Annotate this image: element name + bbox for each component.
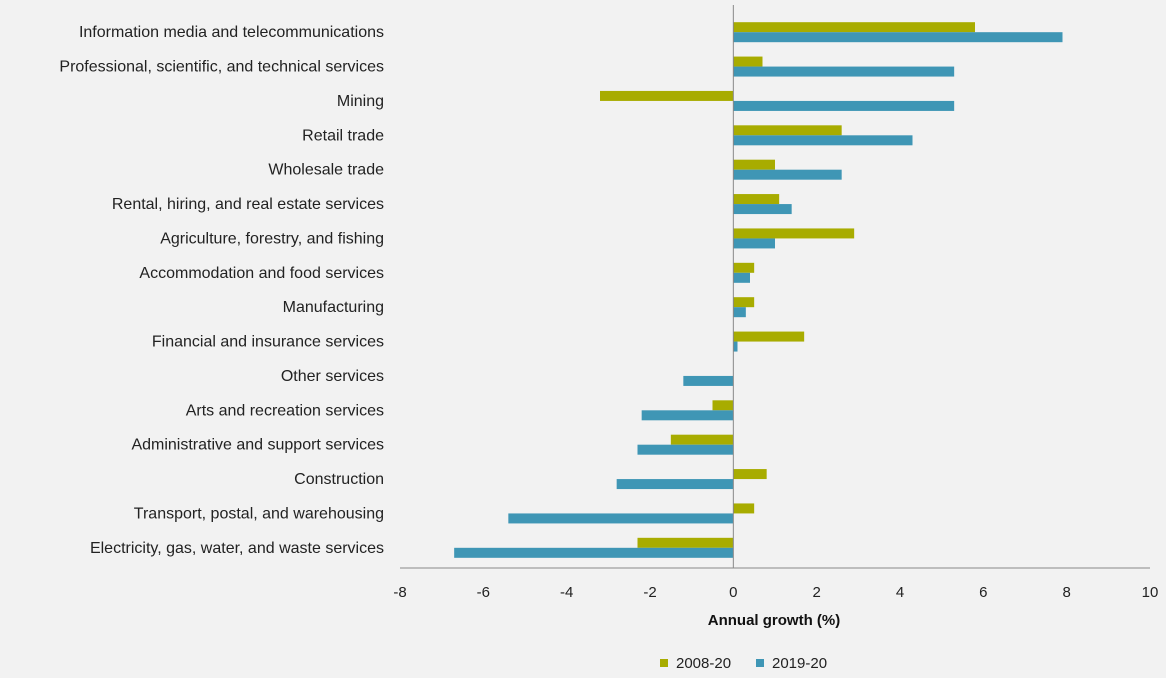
- bar-2019-20-10: [733, 341, 738, 352]
- category-label: Transport, postal, and warehousing: [134, 505, 384, 522]
- x-tick-label: -8: [393, 584, 406, 601]
- x-tick-label: 4: [896, 584, 904, 601]
- category-label: Professional, scientific, and technical …: [59, 59, 384, 76]
- bar-2008-20-5: [733, 159, 775, 170]
- x-tick-label: 6: [979, 584, 987, 601]
- bar-2019-20-13: [637, 444, 734, 455]
- category-labels: Information media and telecommunications…: [59, 24, 384, 557]
- category-label: Mining: [337, 93, 384, 110]
- bar-2008-20-10: [733, 331, 805, 342]
- bar-2008-20-1: [733, 22, 975, 33]
- bar-2008-20-6: [733, 194, 780, 205]
- bar-2019-20-9: [733, 307, 746, 318]
- x-tick-label: -6: [477, 584, 490, 601]
- x-axis-title: Annual growth (%): [708, 612, 840, 629]
- x-tick-label: 0: [729, 584, 737, 601]
- bar-2019-20-3: [733, 100, 955, 111]
- legend-label: 2008-20: [676, 655, 731, 672]
- bar-2008-20-3: [600, 90, 734, 101]
- bar-2019-20-16: [454, 547, 734, 558]
- x-tick-labels: -8 -6 -4 -2 0 2 4 6 8 10: [393, 584, 1158, 601]
- category-label: Electricity, gas, water, and waste servi…: [90, 540, 384, 557]
- axis-layer: [400, 5, 1150, 569]
- bar-2008-20-15: [733, 503, 755, 514]
- category-label: Wholesale trade: [268, 162, 384, 179]
- bar-2019-20-4: [733, 135, 913, 146]
- category-label: Accommodation and food services: [139, 265, 384, 282]
- category-label: Rental, hiring, and real estate services: [112, 196, 384, 213]
- category-label: Agriculture, forestry, and fishing: [160, 230, 384, 247]
- bar-2008-20-8: [733, 262, 755, 273]
- category-label: Manufacturing: [283, 299, 384, 316]
- legend-swatch-2019-20: [756, 659, 764, 667]
- category-label: Information media and telecommunications: [79, 24, 384, 41]
- bar-2008-20-7: [733, 228, 855, 239]
- bar-2008-20-12: [712, 400, 734, 411]
- bar-2008-20-13: [670, 434, 734, 445]
- legend: 2008-20 2019-20: [660, 655, 827, 672]
- bar-2019-20-2: [733, 66, 955, 77]
- x-tick-label: 8: [1062, 584, 1070, 601]
- bar-2008-20-9: [733, 297, 755, 308]
- bar-2008-20-14: [733, 469, 767, 480]
- bar-2008-20-4: [733, 125, 842, 136]
- bar-2019-20-1: [733, 32, 1063, 43]
- category-label: Construction: [294, 471, 384, 488]
- x-tick-label: 10: [1142, 584, 1159, 601]
- bar-2019-20-11: [683, 375, 734, 386]
- x-tick-label: -4: [560, 584, 573, 601]
- category-label: Administrative and support services: [131, 437, 384, 454]
- bar-2019-20-6: [733, 204, 792, 215]
- bar-2019-20-12: [641, 410, 734, 421]
- legend-label: 2019-20: [772, 655, 827, 672]
- bar-2008-20-2: [733, 56, 763, 67]
- category-label: Retail trade: [302, 127, 384, 144]
- bar-2019-20-5: [733, 169, 842, 180]
- bar-2019-20-8: [733, 272, 750, 283]
- bar-2019-20-15: [508, 513, 734, 524]
- bar-2019-20-7: [733, 238, 775, 249]
- bar-2019-20-14: [616, 479, 734, 490]
- category-label: Financial and insurance services: [152, 334, 384, 351]
- bars-layer: [454, 22, 1063, 558]
- category-label: Arts and recreation services: [186, 402, 384, 419]
- legend-swatch-2008-20: [660, 659, 668, 667]
- x-tick-label: 2: [812, 584, 820, 601]
- category-label: Other services: [281, 368, 384, 385]
- bar-2008-20-16: [637, 537, 734, 548]
- x-tick-label: -2: [643, 584, 656, 601]
